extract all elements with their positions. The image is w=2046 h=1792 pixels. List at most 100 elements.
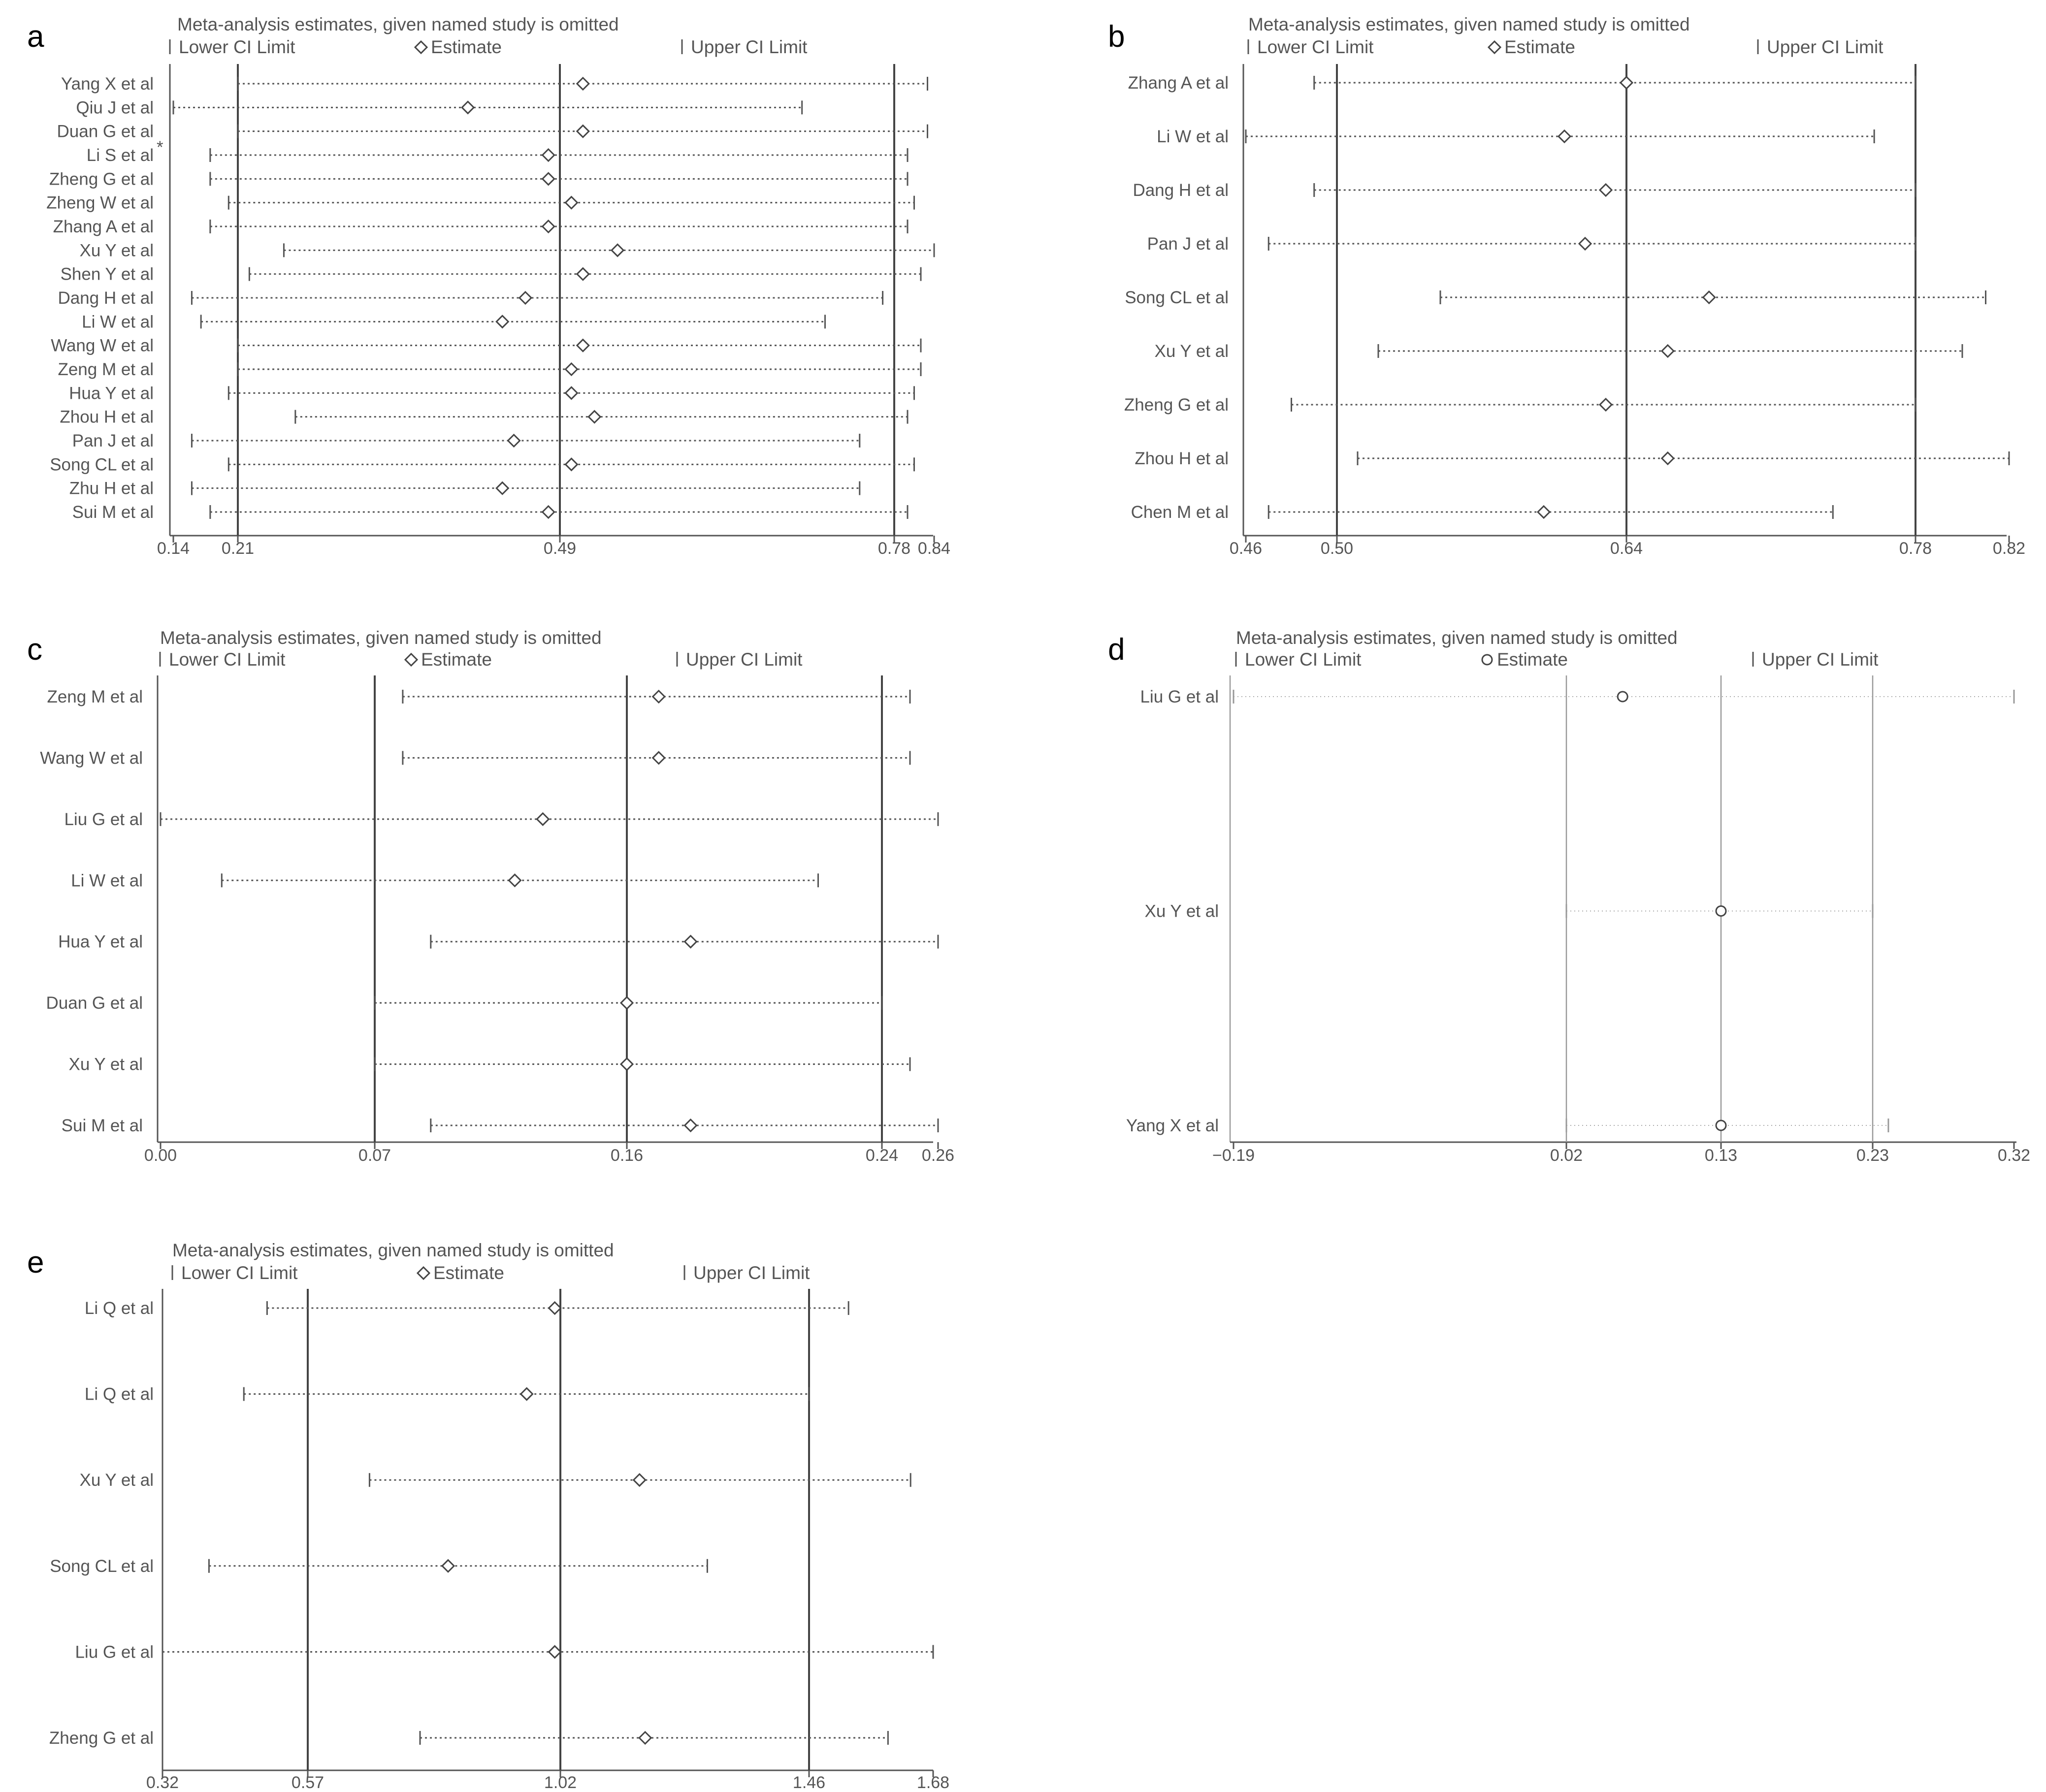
study-label: Wang W et al [40,748,143,768]
study-row: Song CL et al [50,455,915,474]
x-tick-label: 0.26 [922,1146,954,1165]
study-label: Pan J et al [1147,234,1229,254]
x-tick-label: 0.16 [611,1146,643,1165]
study-row: Xu Y et al [1145,902,1874,921]
panel-letter: c [27,633,42,667]
estimate-marker [638,1730,652,1745]
legend-lower-label: Lower CI Limit [1257,37,1374,57]
study-row: Li W et al [1157,127,1875,146]
x-tick-label: 0.84 [918,539,950,558]
study-row: Zheng G et al [1124,395,1916,415]
study-row: Wang W et al [40,748,911,768]
study-row: Zhang A et al [1128,73,1916,93]
estimate-marker [610,243,625,257]
study-row: Zeng M et al [58,360,922,379]
panel-letter: e [27,1246,44,1280]
study-label: Liu G et al [75,1642,154,1662]
estimate-marker [495,481,510,495]
study-row: Li W et al [82,312,826,331]
study-label: Li W et al [1157,127,1229,146]
study-row: Liu G et al [75,1642,934,1662]
panel-e: e Meta-analysis estimates, given named st… [27,1240,949,1792]
estimate-marker [536,812,550,826]
panel-letter: a [27,20,44,54]
study-row: Pan J et al [1147,234,1916,254]
annotation-asterisk: * [157,138,163,157]
legend-upper-label: Upper CI Limit [686,649,803,670]
study-label: Zheng G et al [49,1728,154,1748]
panel-title: Meta-analysis estimates, given named stu… [1248,14,1690,34]
legend-estimate-label: Estimate [1497,649,1568,670]
study-label: Dang H et al [1133,181,1229,200]
x-tick-label: 0.32 [146,1773,179,1792]
study-row: Sui M et al [72,503,909,522]
estimate-marker [576,76,590,91]
study-label: Qiu J et al [76,98,154,117]
estimate-marker [651,689,666,704]
legend-estimate-label: Estimate [421,649,492,670]
estimate-marker [541,505,555,519]
study-row: Xu Y et al [69,1055,911,1074]
estimate-marker [576,267,590,281]
estimate-marker [507,433,521,448]
estimate-marker [683,934,698,949]
study-row: Xu Y et al [80,241,935,260]
estimate-marker [508,873,522,888]
x-tick-label: 0.07 [358,1146,391,1165]
study-label: Wang W et al [51,336,154,355]
study-row: Zhou H et al [1135,449,2010,468]
estimate-marker [576,338,590,352]
panel-b: b Meta-analysis estimates, given named st… [1108,14,2025,558]
estimate-marker [1557,129,1572,144]
estimate-marker [541,219,555,234]
study-label: Chen M et al [1131,503,1229,522]
study-row: Li Q et al [85,1385,810,1404]
x-tick-label: 0.57 [292,1773,324,1792]
estimate-marker [619,996,634,1010]
study-label: Zeng M et al [58,360,154,379]
estimate-marker [541,148,555,162]
study-label: Song CL et al [1125,288,1229,307]
estimate-marker [495,315,510,329]
legend-lower-label: Lower CI Limit [1245,649,1362,670]
study-label: Song CL et al [50,455,154,474]
study-label: Zheng G et al [1124,395,1229,415]
study-row: Xu Y et al [80,1471,911,1490]
study-label: Pan J et al [72,431,154,450]
x-tick-label: 0.13 [1705,1146,1737,1165]
legend-lower-label: Lower CI Limit [169,649,286,670]
study-label: Liu G et al [64,810,143,829]
legend-estimate-label: Estimate [433,1263,504,1283]
study-row: Hua Y et al [69,384,915,403]
x-tick-label: 0.21 [222,539,254,558]
study-label: Xu Y et al [69,1055,143,1074]
estimate-marker [651,751,666,765]
x-tick-label: 0.46 [1230,539,1262,558]
estimate-marker [1715,1120,1727,1131]
study-label: Li W et al [71,871,143,890]
estimate-marker [564,457,579,472]
study-row: Li S et al [87,146,909,165]
estimate-marker [1660,451,1675,466]
estimate-marker [461,100,475,115]
study-row: Liu G et al [64,810,939,829]
study-label: Zhou H et al [1135,449,1229,468]
estimate-marker [564,386,579,400]
study-row: Zhou H et al [60,408,909,427]
x-tick-label: 0.49 [544,539,576,558]
legend-lower-label: Lower CI Limit [179,37,295,57]
panel-title: Meta-analysis estimates, given named stu… [160,628,602,648]
legend-upper-label: Upper CI Limit [693,1263,810,1283]
study-label: Li S et al [87,146,154,165]
legend-upper-label: Upper CI Limit [1767,37,1884,57]
study-row: Pan J et al [72,431,861,450]
study-row: Dang H et al [58,288,884,308]
estimate-marker [619,1057,634,1071]
study-label: Sui M et al [72,503,154,522]
study-label: Dang H et al [58,288,154,308]
study-label: Song CL et al [50,1557,154,1576]
x-tick-label: 0.78 [878,539,910,558]
study-row: Zeng M et al [47,687,911,706]
estimate-marker [576,124,590,138]
study-label: Xu Y et al [80,1471,154,1490]
